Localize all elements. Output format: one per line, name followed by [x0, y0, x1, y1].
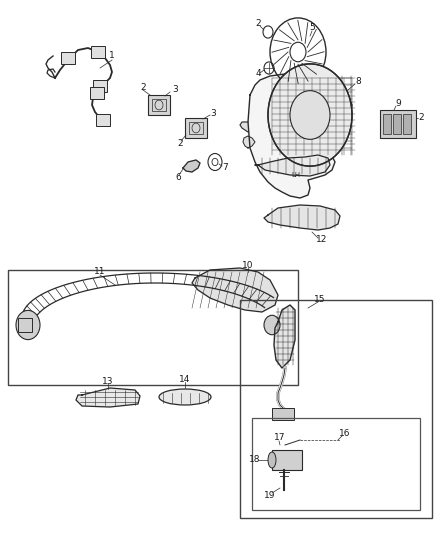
- Circle shape: [268, 64, 352, 166]
- Bar: [252, 418, 420, 510]
- Text: 10: 10: [242, 262, 254, 271]
- Text: 4: 4: [255, 69, 261, 78]
- Polygon shape: [192, 268, 278, 312]
- Bar: [185, 118, 207, 138]
- Text: LH: LH: [291, 172, 300, 178]
- Polygon shape: [274, 305, 295, 368]
- Text: 7: 7: [222, 164, 228, 173]
- Text: 2: 2: [177, 139, 183, 148]
- Bar: [272, 450, 302, 470]
- Text: 15: 15: [314, 295, 326, 304]
- Circle shape: [264, 315, 280, 335]
- Polygon shape: [264, 205, 340, 230]
- Text: 19: 19: [264, 490, 276, 499]
- Polygon shape: [183, 160, 200, 172]
- Bar: [90, 87, 104, 99]
- Text: 16: 16: [339, 430, 351, 439]
- Text: 1: 1: [109, 51, 115, 60]
- Polygon shape: [248, 74, 352, 198]
- Polygon shape: [76, 388, 140, 407]
- Bar: [383, 114, 391, 134]
- Text: 3: 3: [210, 109, 216, 117]
- Ellipse shape: [268, 452, 276, 468]
- Text: 8: 8: [355, 77, 361, 86]
- Bar: [272, 408, 294, 420]
- Polygon shape: [255, 155, 330, 176]
- Bar: [18, 318, 32, 332]
- Bar: [152, 99, 166, 111]
- Text: 14: 14: [179, 376, 191, 384]
- Text: 5: 5: [309, 23, 315, 33]
- Circle shape: [16, 310, 40, 340]
- Text: 13: 13: [102, 377, 114, 386]
- Text: 3: 3: [172, 85, 178, 94]
- Text: 2: 2: [418, 114, 424, 123]
- Bar: [380, 110, 416, 138]
- Text: 2: 2: [140, 84, 146, 93]
- Polygon shape: [240, 122, 248, 132]
- Polygon shape: [243, 136, 255, 148]
- Text: 11: 11: [94, 268, 106, 277]
- Text: 12: 12: [316, 236, 328, 245]
- Bar: [148, 95, 170, 115]
- Bar: [240, 300, 432, 518]
- Text: 18: 18: [249, 456, 261, 464]
- Text: 6: 6: [175, 173, 181, 182]
- Bar: [403, 114, 411, 134]
- Ellipse shape: [159, 389, 211, 405]
- Bar: [93, 80, 107, 92]
- Bar: [61, 52, 75, 64]
- Text: 17: 17: [274, 433, 286, 442]
- Circle shape: [290, 91, 330, 139]
- Bar: [8, 270, 298, 385]
- Bar: [393, 114, 401, 134]
- Bar: [96, 114, 110, 126]
- Bar: [189, 122, 203, 134]
- Text: 2: 2: [255, 20, 261, 28]
- Text: 9: 9: [395, 99, 401, 108]
- Bar: [91, 46, 105, 58]
